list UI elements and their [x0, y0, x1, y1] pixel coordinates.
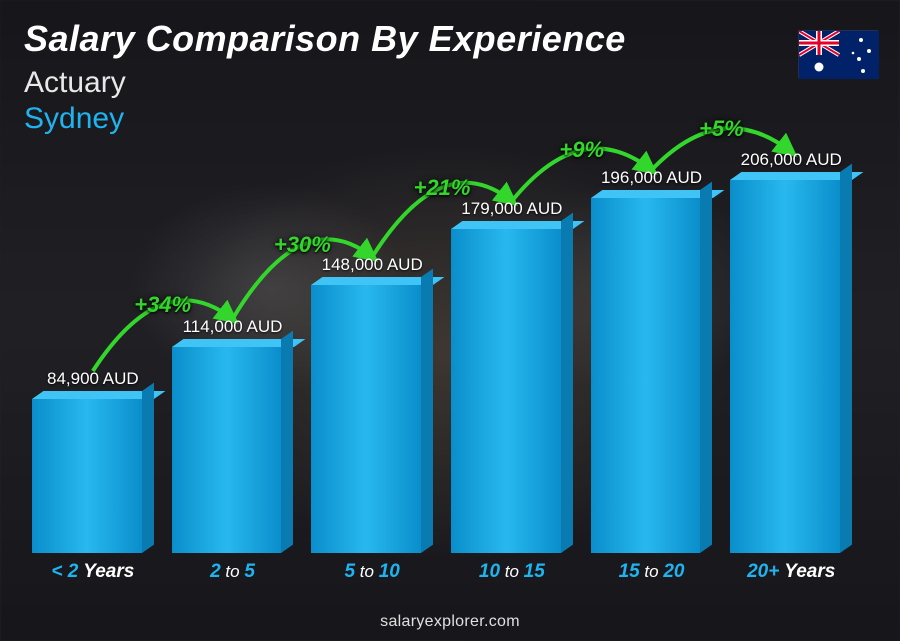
bar: [451, 229, 573, 553]
bar-slot: 84,900 AUD: [32, 369, 154, 553]
bar-side-face: [840, 164, 852, 553]
bar-side-face: [281, 331, 293, 553]
x-category: 20+ Years: [730, 561, 852, 597]
bar-side-face: [142, 383, 154, 553]
bar-side-face: [421, 269, 433, 553]
bar-front-face: [32, 399, 142, 553]
subtitle-role: Actuary: [24, 66, 626, 100]
bar-slot: 148,000 AUD: [311, 255, 433, 553]
bar-front-face: [172, 347, 282, 553]
bars-container: 84,900 AUD 114,000 AUD 148,000 AUD 179,000 …: [32, 180, 852, 553]
bar: [172, 347, 294, 553]
bar-chart: 84,900 AUD 114,000 AUD 148,000 AUD 179,000 …: [32, 180, 852, 553]
bar-value-label: 84,900 AUD: [47, 369, 139, 389]
delta-label: +9%: [559, 137, 604, 163]
title-block: Salary Comparison By Experience Actuary …: [24, 18, 626, 136]
bar-value-label: 196,000 AUD: [601, 168, 702, 188]
bar-slot: 179,000 AUD: [451, 199, 573, 553]
bar-slot: 206,000 AUD: [730, 150, 852, 553]
bar-slot: 114,000 AUD: [172, 317, 294, 553]
bar-value-label: 206,000 AUD: [741, 150, 842, 170]
bar-front-face: [311, 285, 421, 553]
bar: [730, 180, 852, 553]
x-category: < 2 Years: [32, 561, 154, 597]
bar-front-face: [451, 229, 561, 553]
bar-side-face: [700, 182, 712, 553]
bar-front-face: [591, 198, 701, 553]
delta-label: +30%: [274, 232, 331, 258]
bar-slot: 196,000 AUD: [591, 168, 713, 553]
bar-front-face: [730, 180, 840, 553]
bar: [32, 399, 154, 553]
chart-canvas: Salary Comparison By Experience Actuary …: [0, 0, 900, 641]
delta-label: +21%: [414, 175, 471, 201]
x-category: 10 to 15: [451, 561, 573, 597]
bar: [591, 198, 713, 553]
x-category: 15 to 20: [591, 561, 713, 597]
bar-value-label: 148,000 AUD: [322, 255, 423, 275]
x-category: 5 to 10: [311, 561, 433, 597]
page-title: Salary Comparison By Experience: [24, 18, 626, 60]
subtitle-city: Sydney: [24, 102, 626, 136]
flag-icon: [798, 30, 878, 78]
delta-label: +34%: [134, 292, 191, 318]
x-axis: < 2 Years 2 to 5 5 to 10 10 to 15 15 to 20 20…: [32, 561, 852, 597]
bar-value-label: 179,000 AUD: [461, 199, 562, 219]
bar: [311, 285, 433, 553]
footer-credit: salaryexplorer.com: [0, 613, 900, 631]
bar-side-face: [561, 213, 573, 553]
bar-value-label: 114,000 AUD: [183, 317, 283, 337]
x-category: 2 to 5: [172, 561, 294, 597]
delta-label: +5%: [699, 116, 744, 142]
